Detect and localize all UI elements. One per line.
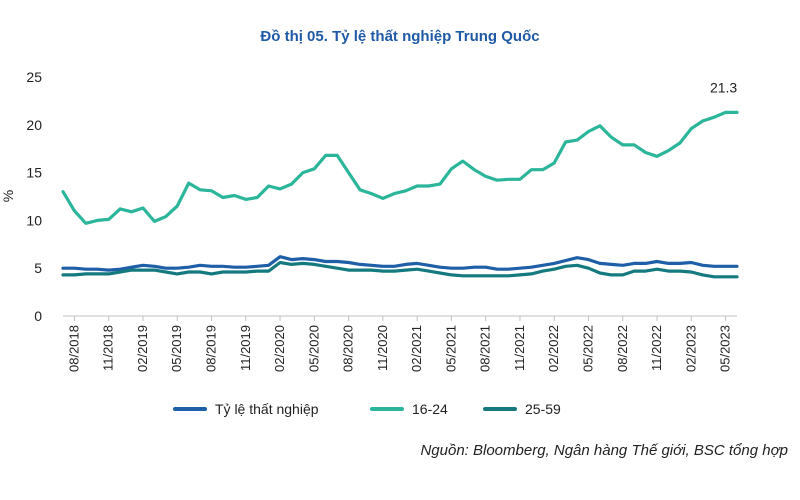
- y-axis-label: %: [0, 190, 16, 202]
- x-tick-label: 05/2021: [443, 325, 458, 372]
- x-tick-label: 02/2021: [409, 325, 424, 372]
- x-tick-label: 11/2022: [649, 325, 664, 371]
- annotations: 21.3: [710, 79, 737, 95]
- x-tick-label: 08/2020: [341, 325, 356, 372]
- x-tick-label: 05/2022: [580, 325, 595, 372]
- x-tick-label: 05/2020: [306, 325, 321, 372]
- legend-label: Tỷ lệ thất nghiệp: [215, 401, 319, 417]
- y-tick-label: 10: [26, 212, 42, 228]
- x-tick-label: 11/2021: [512, 325, 527, 371]
- series-lines: [61, 110, 739, 279]
- x-tick-label: 02/2023: [683, 325, 698, 372]
- data-label: 21.3: [710, 79, 737, 95]
- series-line: [61, 110, 739, 225]
- y-tick-label: 5: [34, 260, 42, 276]
- y-tick-label: 20: [26, 117, 42, 133]
- x-axis: 08/2018 11/2018 02/2019 05/2019 08/2019 11/20…: [63, 315, 737, 372]
- legend-label: 16-24: [412, 401, 448, 417]
- x-tick-label: 08/2021: [478, 325, 493, 372]
- chart-title: Đồ thị 05. Tỷ lệ thất nghiệp Trung Quốc: [260, 28, 540, 45]
- legend-label: 25-59: [525, 401, 561, 417]
- x-tick-label: 08/2019: [204, 325, 219, 372]
- x-tick-label: 02/2022: [546, 325, 561, 372]
- y-tick-label: 0: [34, 308, 42, 324]
- legend: Tỷ lệ thất nghiệp 16-24 25-59: [173, 401, 561, 417]
- x-tick-label: 11/2018: [101, 325, 116, 371]
- source-note: Nguồn: Bloomberg, Ngân hàng Thế giới, BS…: [420, 442, 788, 459]
- x-tick-label: 11/2019: [238, 325, 253, 371]
- x-tick-label: 11/2020: [375, 325, 390, 371]
- x-tick-label: 08/2018: [66, 325, 81, 372]
- series-line: [61, 255, 739, 272]
- x-tick-label: 05/2019: [169, 325, 184, 372]
- x-tick-label: 02/2020: [272, 325, 287, 372]
- x-tick-label: 08/2022: [615, 325, 630, 372]
- x-tick-label: 02/2019: [135, 325, 150, 372]
- y-axis: 0 5 10 15 20 25: [26, 69, 42, 324]
- y-tick-label: 15: [26, 165, 42, 181]
- y-tick-label: 25: [26, 69, 42, 85]
- x-tick-label: 05/2023: [718, 325, 733, 372]
- series-line: [61, 260, 739, 279]
